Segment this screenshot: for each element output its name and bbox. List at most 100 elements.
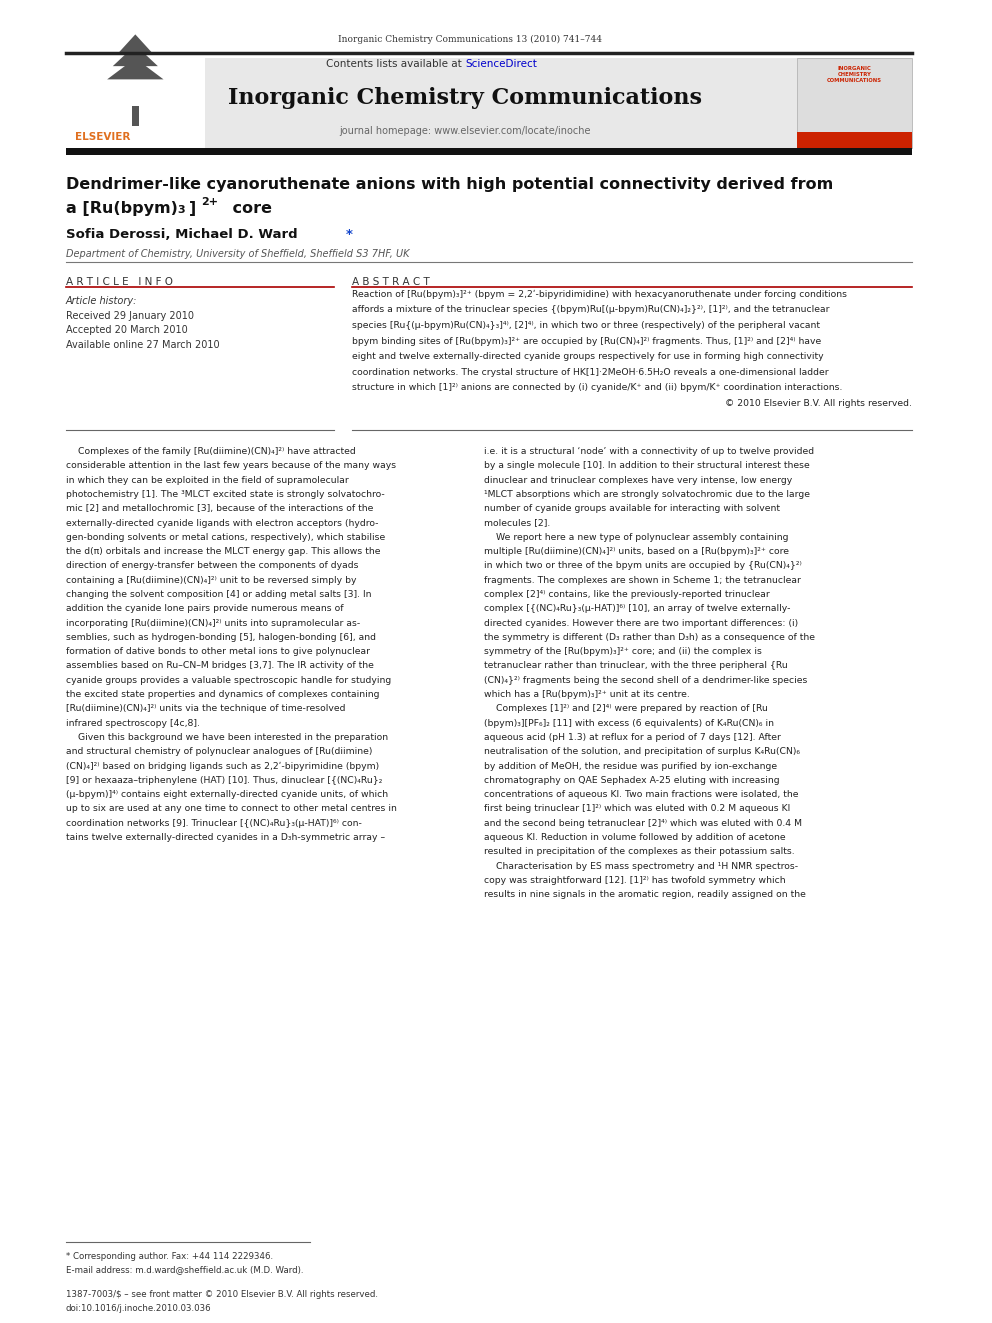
- Polygon shape: [132, 106, 139, 126]
- Text: i.e. it is a structural ‘node’ with a connectivity of up to twelve provided: i.e. it is a structural ‘node’ with a co…: [484, 447, 814, 456]
- Text: and the second being tetranuclear [2]⁴⁾ which was eluted with 0.4 M: and the second being tetranuclear [2]⁴⁾ …: [484, 819, 802, 828]
- Text: 1387-7003/$ – see front matter © 2010 Elsevier B.V. All rights reserved.: 1387-7003/$ – see front matter © 2010 El…: [65, 1290, 378, 1299]
- Polygon shape: [107, 58, 164, 79]
- Text: structure in which [1]²⁾ anions are connected by (i) cyanide/K⁺ and (ii) bpym/K⁺: structure in which [1]²⁾ anions are conn…: [352, 384, 843, 393]
- Text: INORGANIC
CHEMISTRY
COMMUNICATIONS: INORGANIC CHEMISTRY COMMUNICATIONS: [826, 66, 882, 83]
- FancyBboxPatch shape: [65, 58, 205, 148]
- Text: Characterisation by ES mass spectrometry and ¹H NMR spectros-: Characterisation by ES mass spectrometry…: [484, 861, 799, 871]
- FancyBboxPatch shape: [797, 132, 912, 148]
- Text: ¹MLCT absorptions which are strongly solvatochromic due to the large: ¹MLCT absorptions which are strongly sol…: [484, 490, 809, 499]
- Text: ELSEVIER: ELSEVIER: [75, 131, 131, 142]
- Text: concentrations of aqueous KI. Two main fractions were isolated, the: concentrations of aqueous KI. Two main f…: [484, 790, 799, 799]
- Text: the d(π) orbitals and increase the MLCT energy gap. This allows the: the d(π) orbitals and increase the MLCT …: [65, 548, 380, 556]
- Text: 3: 3: [178, 205, 185, 216]
- Text: by a single molecule [10]. In addition to their structural interest these: by a single molecule [10]. In addition t…: [484, 462, 809, 471]
- Text: containing a [Ru(diimine)(CN)₄]²⁾ unit to be reversed simply by: containing a [Ru(diimine)(CN)₄]²⁾ unit t…: [65, 576, 356, 585]
- Text: symmetry of the [Ru(bpym)₃]²⁺ core; and (ii) the complex is: symmetry of the [Ru(bpym)₃]²⁺ core; and …: [484, 647, 762, 656]
- Text: Accepted 20 March 2010: Accepted 20 March 2010: [65, 325, 187, 336]
- Polygon shape: [118, 34, 152, 53]
- Text: mic [2] and metallochromic [3], because of the interactions of the: mic [2] and metallochromic [3], because …: [65, 504, 373, 513]
- Text: tetranuclear rather than trinuclear, with the three peripheral {Ru: tetranuclear rather than trinuclear, wit…: [484, 662, 788, 671]
- Text: in which two or three of the bpym units are occupied by {Ru(CN)₄}²⁾: in which two or three of the bpym units …: [484, 561, 802, 570]
- Text: copy was straightforward [12]. [1]²⁾ has twofold symmetry which: copy was straightforward [12]. [1]²⁾ has…: [484, 876, 786, 885]
- FancyBboxPatch shape: [65, 58, 912, 148]
- Text: * Corresponding author. Fax: +44 114 2229346.: * Corresponding author. Fax: +44 114 222…: [65, 1252, 273, 1261]
- Polygon shape: [113, 45, 158, 66]
- Text: directed cyanides. However there are two important differences: (i): directed cyanides. However there are two…: [484, 619, 799, 627]
- Text: affords a mixture of the trinuclear species {(bpym)Ru[(μ-bpym)Ru(CN)₄]₂}²⁾, [1]²: affords a mixture of the trinuclear spec…: [352, 306, 830, 315]
- Text: Inorganic Chemistry Communications 13 (2010) 741–744: Inorganic Chemistry Communications 13 (2…: [338, 34, 602, 44]
- Text: multiple [Ru(diimine)(CN)₄]²⁾ units, based on a [Ru(bpym)₃]²⁺ core: multiple [Ru(diimine)(CN)₄]²⁾ units, bas…: [484, 548, 789, 556]
- Text: coordination networks [9]. Trinuclear [{(NC)₄Ru}₃(μ-HAT)]⁶⁾ con-: coordination networks [9]. Trinuclear [{…: [65, 819, 362, 828]
- Text: first being trinuclear [1]²⁾ which was eluted with 0.2 M aqueous KI: first being trinuclear [1]²⁾ which was e…: [484, 804, 791, 814]
- Text: molecules [2].: molecules [2].: [484, 519, 551, 528]
- Text: Given this background we have been interested in the preparation: Given this background we have been inter…: [65, 733, 388, 742]
- Text: © 2010 Elsevier B.V. All rights reserved.: © 2010 Elsevier B.V. All rights reserved…: [725, 400, 912, 407]
- Text: E-mail address: m.d.ward@sheffield.ac.uk (M.D. Ward).: E-mail address: m.d.ward@sheffield.ac.uk…: [65, 1265, 304, 1274]
- Text: externally-directed cyanide ligands with electron acceptors (hydro-: externally-directed cyanide ligands with…: [65, 519, 378, 528]
- Text: coordination networks. The crystal structure of HK[1]·2MeOH·6.5H₂O reveals a one: coordination networks. The crystal struc…: [352, 368, 829, 377]
- Text: a [Ru(bpym): a [Ru(bpym): [65, 201, 178, 216]
- Text: (CN)₄}²⁾ fragments being the second shell of a dendrimer-like species: (CN)₄}²⁾ fragments being the second shel…: [484, 676, 807, 685]
- Text: which has a [Ru(bpym)₃]²⁺ unit at its centre.: which has a [Ru(bpym)₃]²⁺ unit at its ce…: [484, 691, 689, 699]
- Text: tains twelve externally-directed cyanides in a D₃h-symmetric array –: tains twelve externally-directed cyanide…: [65, 833, 385, 841]
- Text: Complexes [1]²⁾ and [2]⁴⁾ were prepared by reaction of [Ru: Complexes [1]²⁾ and [2]⁴⁾ were prepared …: [484, 704, 768, 713]
- Text: A B S T R A C T: A B S T R A C T: [352, 277, 431, 287]
- Text: Inorganic Chemistry Communications: Inorganic Chemistry Communications: [228, 87, 702, 108]
- Text: incorporating [Ru(diimine)(CN)₄]²⁾ units into supramolecular as-: incorporating [Ru(diimine)(CN)₄]²⁾ units…: [65, 619, 360, 627]
- Text: results in nine signals in the aromatic region, readily assigned on the: results in nine signals in the aromatic …: [484, 890, 806, 900]
- Text: species [Ru{(μ-bpym)Ru(CN)₄}₃]⁴⁾, [2]⁴⁾, in which two or three (respectively) of: species [Ru{(μ-bpym)Ru(CN)₄}₃]⁴⁾, [2]⁴⁾,…: [352, 321, 820, 329]
- Text: the excited state properties and dynamics of complexes containing: the excited state properties and dynamic…: [65, 691, 379, 699]
- Text: gen-bonding solvents or metal cations, respectively), which stabilise: gen-bonding solvents or metal cations, r…: [65, 533, 385, 542]
- Text: infrared spectroscopy [4c,8].: infrared spectroscopy [4c,8].: [65, 718, 199, 728]
- Text: in which they can be exploited in the field of supramolecular: in which they can be exploited in the fi…: [65, 476, 348, 484]
- Text: ScienceDirect: ScienceDirect: [465, 58, 537, 69]
- Text: neutralisation of the solution, and precipitation of surplus K₄Ru(CN)₆: neutralisation of the solution, and prec…: [484, 747, 800, 757]
- Text: ]: ]: [189, 201, 196, 216]
- Text: Dendrimer-like cyanoruthenate anions with high potential connectivity derived fr: Dendrimer-like cyanoruthenate anions wit…: [65, 177, 833, 192]
- Text: [Ru(diimine)(CN)₄]²⁾ units via the technique of time-resolved: [Ru(diimine)(CN)₄]²⁾ units via the techn…: [65, 704, 345, 713]
- Text: cyanide groups provides a valuable spectroscopic handle for studying: cyanide groups provides a valuable spect…: [65, 676, 391, 685]
- Text: bpym binding sites of [Ru(bpym)₃]²⁺ are occupied by [Ru(CN)₄]²⁾ fragments. Thus,: bpym binding sites of [Ru(bpym)₃]²⁺ are …: [352, 336, 821, 345]
- Text: eight and twelve externally-directed cyanide groups respectively for use in form: eight and twelve externally-directed cya…: [352, 352, 824, 361]
- Text: Sofia Derossi, Michael D. Ward: Sofia Derossi, Michael D. Ward: [65, 228, 302, 241]
- FancyBboxPatch shape: [65, 148, 912, 155]
- Text: up to six are used at any one time to connect to other metal centres in: up to six are used at any one time to co…: [65, 804, 397, 814]
- Text: number of cyanide groups available for interacting with solvent: number of cyanide groups available for i…: [484, 504, 780, 513]
- Text: Article history:: Article history:: [65, 296, 137, 307]
- Text: (CN)₄]²⁾ based on bridging ligands such as 2,2ʹ-bipyrimidine (bpym): (CN)₄]²⁾ based on bridging ligands such …: [65, 762, 379, 771]
- Text: formation of dative bonds to other metal ions to give polynuclear: formation of dative bonds to other metal…: [65, 647, 370, 656]
- Text: complex [2]⁴⁾ contains, like the previously-reported trinuclear: complex [2]⁴⁾ contains, like the previou…: [484, 590, 770, 599]
- Text: (μ-bpym)]⁴⁾ contains eight externally-directed cyanide units, of which: (μ-bpym)]⁴⁾ contains eight externally-di…: [65, 790, 388, 799]
- Text: [9] or hexaaza–triphenylene (HAT) [10]. Thus, dinuclear [{(NC)₄Ru}₂: [9] or hexaaza–triphenylene (HAT) [10]. …: [65, 775, 382, 785]
- Text: resulted in precipitation of the complexes as their potassium salts.: resulted in precipitation of the complex…: [484, 847, 795, 856]
- Text: *: *: [346, 228, 353, 241]
- Text: Department of Chemistry, University of Sheffield, Sheffield S3 7HF, UK: Department of Chemistry, University of S…: [65, 249, 410, 259]
- Text: Complexes of the family [Ru(diimine)(CN)₄]²⁾ have attracted: Complexes of the family [Ru(diimine)(CN)…: [65, 447, 355, 456]
- Text: Contents lists available at: Contents lists available at: [326, 58, 465, 69]
- Text: journal homepage: www.elsevier.com/locate/inoche: journal homepage: www.elsevier.com/locat…: [339, 126, 591, 136]
- Text: addition the cyanide lone pairs provide numerous means of: addition the cyanide lone pairs provide …: [65, 605, 343, 614]
- Text: aqueous KI. Reduction in volume followed by addition of acetone: aqueous KI. Reduction in volume followed…: [484, 833, 786, 841]
- FancyBboxPatch shape: [797, 58, 912, 148]
- Text: (bpym)₃][PF₆]₂ [11] with excess (6 equivalents) of K₄Ru(CN)₆ in: (bpym)₃][PF₆]₂ [11] with excess (6 equiv…: [484, 718, 774, 728]
- Text: We report here a new type of polynuclear assembly containing: We report here a new type of polynuclear…: [484, 533, 789, 542]
- Text: Available online 27 March 2010: Available online 27 March 2010: [65, 340, 219, 351]
- Text: aqueous acid (pH 1.3) at reflux for a period of 7 days [12]. After: aqueous acid (pH 1.3) at reflux for a pe…: [484, 733, 781, 742]
- Text: by addition of MeOH, the residue was purified by ion-exchange: by addition of MeOH, the residue was pur…: [484, 762, 777, 770]
- Text: semblies, such as hydrogen-bonding [5], halogen-bonding [6], and: semblies, such as hydrogen-bonding [5], …: [65, 632, 376, 642]
- Text: complex [{(NC)₄Ru}₃(μ-HAT)]⁶⁾ [10], an array of twelve externally-: complex [{(NC)₄Ru}₃(μ-HAT)]⁶⁾ [10], an a…: [484, 605, 791, 614]
- Text: 2+: 2+: [201, 197, 218, 208]
- Text: dinuclear and trinuclear complexes have very intense, low energy: dinuclear and trinuclear complexes have …: [484, 476, 793, 484]
- Text: doi:10.1016/j.inoche.2010.03.036: doi:10.1016/j.inoche.2010.03.036: [65, 1304, 211, 1314]
- Text: A R T I C L E   I N F O: A R T I C L E I N F O: [65, 277, 173, 287]
- Text: the symmetry is different (D₃ rather than D₃h) as a consequence of the: the symmetry is different (D₃ rather tha…: [484, 632, 815, 642]
- Text: and structural chemistry of polynuclear analogues of [Ru(diimine): and structural chemistry of polynuclear …: [65, 747, 372, 757]
- Text: changing the solvent composition [4] or adding metal salts [3]. In: changing the solvent composition [4] or …: [65, 590, 371, 599]
- Text: fragments. The complexes are shown in Scheme 1; the tetranuclear: fragments. The complexes are shown in Sc…: [484, 576, 801, 585]
- Text: chromatography on QAE Sephadex A-25 eluting with increasing: chromatography on QAE Sephadex A-25 elut…: [484, 775, 780, 785]
- Text: Received 29 January 2010: Received 29 January 2010: [65, 311, 193, 321]
- Text: assemblies based on Ru–CN–M bridges [3,7]. The IR activity of the: assemblies based on Ru–CN–M bridges [3,7…: [65, 662, 374, 671]
- Text: core: core: [227, 201, 273, 216]
- Text: photochemistry [1]. The ³MLCT excited state is strongly solvatochro-: photochemistry [1]. The ³MLCT excited st…: [65, 490, 385, 499]
